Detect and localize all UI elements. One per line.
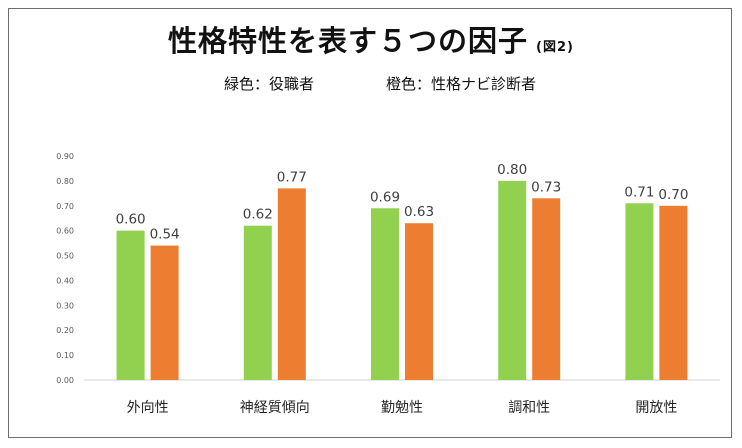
category-label: 外向性 <box>127 400 169 416</box>
data-label: 0.54 <box>150 227 180 243</box>
y-tick-label: 0.40 <box>56 276 74 285</box>
bar <box>532 198 561 380</box>
bar <box>625 203 654 380</box>
y-tick-label: 0.50 <box>56 252 74 261</box>
y-tick-label: 0.60 <box>56 227 74 236</box>
data-label: 0.71 <box>624 184 654 200</box>
data-label: 0.60 <box>116 212 146 228</box>
legend-orange: 橙色：性格ナビ診断者 <box>386 75 537 93</box>
bar <box>243 225 272 380</box>
y-tick-label: 0.80 <box>56 177 74 186</box>
category-label: 勤勉性 <box>381 400 423 416</box>
y-tick-label: 0.90 <box>56 152 74 161</box>
data-label: 0.77 <box>277 169 307 185</box>
bar <box>498 180 527 380</box>
y-tick-label: 0.70 <box>56 202 74 211</box>
y-tick-label: 0.00 <box>56 376 74 385</box>
category-label: 開放性 <box>635 400 677 416</box>
bar <box>405 223 433 380</box>
y-tick-label: 0.30 <box>56 301 74 310</box>
bar <box>116 230 145 380</box>
legend-green: 緑色：役職者 <box>224 75 315 93</box>
bar <box>150 245 179 380</box>
data-label: 0.80 <box>497 162 527 178</box>
data-label: 0.73 <box>531 179 561 195</box>
bar <box>371 208 399 380</box>
bar <box>659 205 688 380</box>
data-label: 0.70 <box>658 187 688 203</box>
data-label: 0.62 <box>243 207 273 223</box>
data-label: 0.63 <box>404 204 434 220</box>
chart-title-row: 性格特性を表す５つの因子 (図2) <box>0 18 742 60</box>
category-label: 神経質傾向 <box>240 400 310 416</box>
chart-title: 性格特性を表す５つの因子 <box>168 24 529 58</box>
bar <box>277 188 306 380</box>
figure-label: (図2) <box>536 40 574 55</box>
category-label: 調和性 <box>508 400 550 416</box>
y-tick-label: 0.10 <box>56 351 74 360</box>
y-tick-label: 0.20 <box>56 326 74 335</box>
data-label: 0.69 <box>370 189 400 205</box>
